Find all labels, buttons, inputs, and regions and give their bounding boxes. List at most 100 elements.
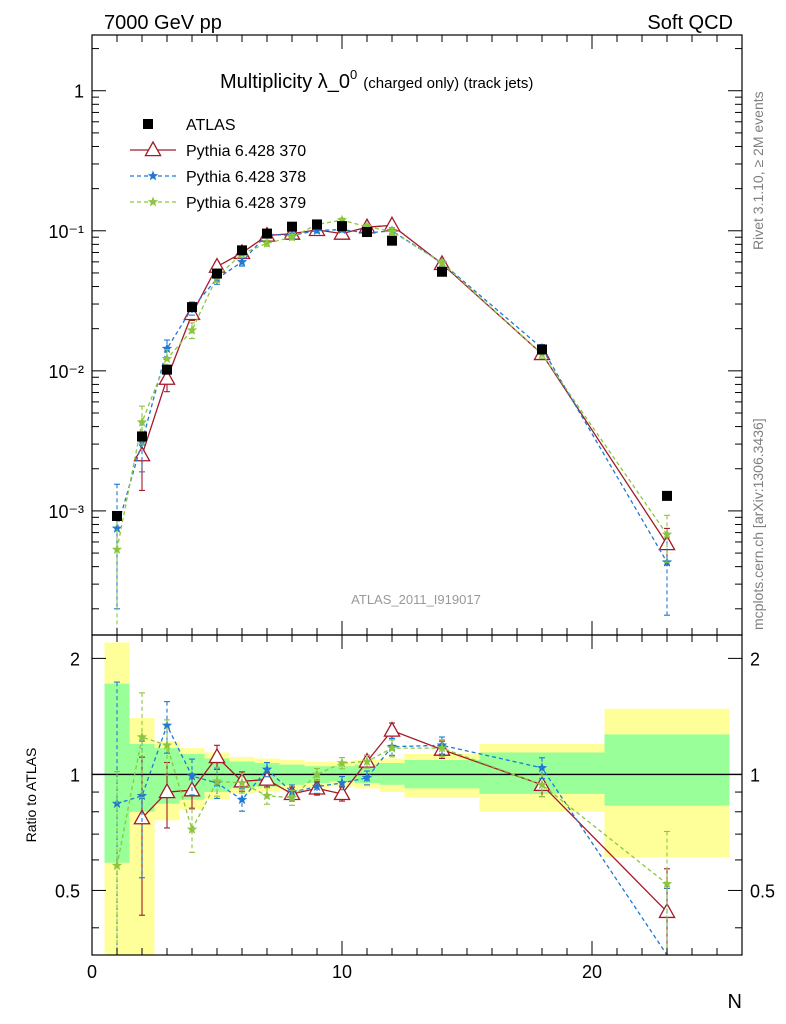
- series-2-ratio-point: [536, 762, 548, 773]
- series-2-point: [311, 225, 323, 235]
- y-tick-label: 10⁻²: [48, 362, 84, 382]
- series-3-ratio-point: [111, 860, 123, 871]
- series-2-ratio-point: [336, 777, 348, 788]
- ratio-y-tick-label-right: 1: [750, 765, 760, 785]
- ratio-y-tick-label: 2: [70, 649, 80, 669]
- energy-label: 7000 GeV pp: [104, 12, 222, 34]
- series-3-point: [436, 257, 448, 268]
- analysis-label: ATLAS_2011_I919017: [351, 592, 481, 607]
- series-2-ratio-point: [361, 772, 373, 783]
- series-3-ratio-point: [286, 792, 298, 803]
- data-point: [212, 268, 222, 279]
- data-point: [337, 221, 347, 232]
- data-point: [262, 228, 272, 239]
- ratio-y-tick-label-right: 0.5: [750, 881, 775, 901]
- ratio-frame: 0 10 20 0.5 0.5 1 1 2 2: [55, 634, 775, 982]
- ratio-axis-label: Ratio to ATLAS: [23, 748, 39, 843]
- data-point: [237, 245, 247, 256]
- series-2-point: [161, 343, 173, 354]
- series-2-ratio-point: [311, 781, 323, 791]
- series-3-ratio-point: [136, 731, 148, 742]
- ratio-y-tick-label-right: 2: [750, 649, 760, 669]
- legend-label-series-3: Pythia 6.428 379: [186, 195, 306, 212]
- legend-label-series-2: Pythia 6.428 378: [186, 169, 306, 186]
- series-2-ratio-point: [136, 790, 148, 801]
- data-point: [287, 221, 297, 232]
- chart-title-superscript: 0: [350, 67, 357, 82]
- series-3-point: [261, 237, 273, 248]
- chart-title: Multiplicity λ_00 (charged only) (track j…: [220, 67, 533, 93]
- series-2-point: [111, 522, 123, 533]
- data-point: [162, 364, 172, 375]
- series-1-ratio-point: [158, 782, 176, 799]
- data-point: [662, 490, 672, 501]
- series-3-point: [361, 221, 373, 232]
- ratio-y-tick-label: 0.5: [55, 881, 80, 901]
- series-3-ratio-point: [311, 768, 323, 779]
- ratio-y-tick-label: 1: [70, 765, 80, 785]
- series-1-ratio-line: [141, 729, 668, 913]
- series-3-line: [116, 219, 668, 550]
- ratio-series-layer: [111, 681, 676, 956]
- series-3-point: [386, 225, 398, 236]
- data-point: [112, 510, 122, 521]
- legend-marker-series-2: [147, 170, 159, 181]
- legend-marker-data: [143, 119, 153, 129]
- main-series-layer: [111, 214, 676, 635]
- series-2-line: [116, 228, 668, 563]
- data-point: [362, 227, 372, 238]
- x-axis-label: N: [728, 991, 742, 1013]
- series-1-point: [158, 369, 176, 385]
- series-2-ratio-point: [186, 770, 198, 781]
- series-3-ratio-point: [186, 823, 198, 834]
- mcplots-label: mcplots.cern.ch [arXiv:1306.3436]: [750, 418, 766, 630]
- x-tick-label: 10: [332, 962, 352, 982]
- series-3-ratio-point: [661, 878, 673, 889]
- data-point: [437, 266, 447, 277]
- series-3-point: [286, 231, 298, 242]
- series-1-ratio-point: [133, 808, 151, 825]
- series-3-point: [186, 324, 198, 335]
- series-1-ratio-point: [383, 721, 401, 737]
- series-3-ratio-point: [336, 757, 348, 768]
- legend-label-series-1: Pythia 6.428 370: [186, 143, 306, 160]
- data-point: [387, 235, 397, 246]
- ratio-stat-band: [604, 734, 730, 806]
- series-1-ratio-point: [208, 747, 226, 764]
- legend-marker-series-1: [144, 140, 162, 157]
- series-3-point: [661, 528, 673, 539]
- series-3-ratio-point: [211, 775, 223, 786]
- series-3-ratio-point: [161, 739, 173, 750]
- series-2-ratio-line: [116, 723, 668, 956]
- y-tick-label: 1: [74, 82, 84, 102]
- series-3-ratio-point: [536, 779, 548, 790]
- main-panel: 10⁻³ 10⁻² 10⁻¹ 1: [48, 34, 743, 636]
- series-3-point: [336, 214, 348, 225]
- ratio-stat-band: [329, 766, 355, 782]
- series-3-ratio-point: [261, 790, 273, 801]
- chart-title-suffix: (charged only) (track jets): [363, 75, 533, 92]
- series-3-point: [161, 353, 173, 364]
- y-tick-label: 10⁻¹: [48, 222, 84, 242]
- data-point: [187, 302, 197, 313]
- data-point: [137, 431, 147, 442]
- series-2-ratio-point: [261, 764, 273, 774]
- series-3-ratio-point: [236, 777, 248, 788]
- series-2-ratio-point: [236, 794, 248, 805]
- legend-label-data: ATLAS: [186, 117, 236, 134]
- series-1-ratio-point: [258, 770, 276, 786]
- data-point: [312, 219, 322, 230]
- main-frame: 10⁻³ 10⁻² 10⁻¹ 1: [48, 34, 743, 636]
- series-2-ratio-point: [161, 719, 173, 730]
- chart-title-main: Multiplicity λ_0: [220, 71, 350, 93]
- series-2-point: [236, 256, 248, 267]
- data-point: [537, 344, 547, 355]
- x-tick-label: 20: [582, 962, 602, 982]
- legend: ATLAS Pythia 6.428 370 Pythia 6.428 378 Pyt…: [130, 117, 306, 212]
- x-tick-label: 0: [87, 962, 97, 982]
- ratio-bands: [92, 642, 742, 955]
- series-3-ratio-point: [361, 756, 373, 766]
- series-3-ratio-point: [386, 742, 398, 753]
- series-3-point: [111, 544, 123, 554]
